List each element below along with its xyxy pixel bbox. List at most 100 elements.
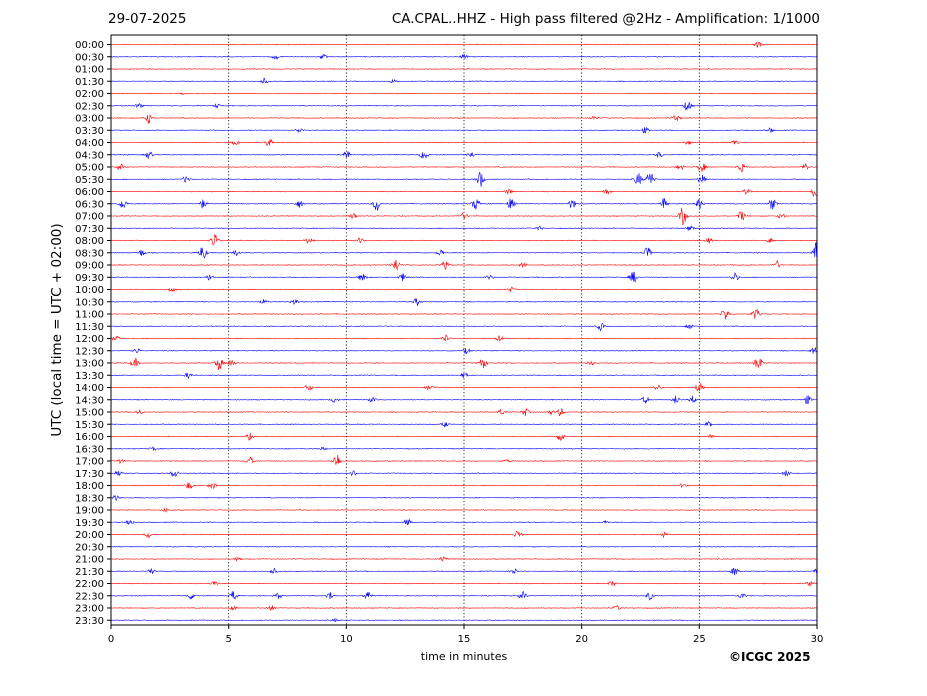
copyright-credit: ©ICGC 2025 [729,650,811,664]
y-tick-label: 18:30 [75,493,104,504]
plot-area [110,34,818,626]
y-tick-label: 15:00 [75,408,104,419]
y-tick-label: 09:30 [75,273,104,284]
y-tick-label: 11:00 [75,310,104,321]
trace-2300 [110,605,817,611]
x-tick-label: 0 [108,634,114,645]
trace-1430 [110,395,817,405]
trace-0700 [110,207,817,226]
y-tick-label: 08:00 [75,236,104,247]
trace-0430 [110,151,817,159]
x-tick-label: 25 [693,634,706,645]
trace-2330 [110,617,817,623]
trace-1600 [110,432,817,442]
y-tick-label: 14:00 [75,383,104,394]
trace-1530 [110,420,817,428]
trace-0600 [111,188,817,198]
trace-0300 [110,114,817,124]
y-tick-label: 00:30 [75,52,104,63]
trace-0200 [110,92,817,96]
y-tick-label: 12:30 [75,346,104,357]
y-tick-label: 02:00 [75,89,104,100]
trace-0130 [110,77,817,84]
chart-title: CA.CPAL..HHZ - High pass filtered @2Hz -… [391,11,820,27]
y-tick-label: 21:00 [75,555,104,566]
y-tick-label: 15:30 [75,420,104,431]
y-tick-label: 07:30 [75,224,104,235]
trace-1300 [110,357,817,371]
trace-2100 [110,556,817,562]
y-tick-label: 20:30 [75,542,104,553]
y-tick-label: 16:00 [75,432,104,443]
trace-1400 [110,383,817,392]
x-tick-label: 20 [575,634,588,645]
y-tick-label: 19:00 [75,506,104,517]
y-tick-label: 11:30 [75,322,104,333]
y-tick-label: 08:30 [75,248,104,259]
trace-1100 [110,308,817,320]
trace-0400 [110,138,817,147]
x-tick-label: 30 [811,634,824,645]
trace-1230 [110,347,817,355]
y-tick-label: 05:30 [75,175,104,186]
y-tick-label: 13:00 [75,359,104,370]
y-tick-label: 22:00 [75,579,104,590]
trace-1900 [110,508,817,513]
y-tick-label: 02:30 [75,101,104,112]
trace-1200 [110,334,817,342]
y-tick-label: 03:00 [75,114,104,125]
x-axis-ticks: 0 5 10 15 20 25 30 [108,625,824,645]
trace-1000 [110,286,817,293]
y-tick-label: 12:00 [75,334,104,345]
y-tick-label: 01:30 [75,77,104,88]
y-tick-label: 18:00 [75,481,104,492]
y-tick-label: 16:30 [75,444,104,455]
y-tick-label: 13:30 [75,371,104,382]
y-tick-label: 05:00 [75,163,104,174]
y-tick-label: 07:00 [75,212,104,223]
y-tick-label: 22:30 [75,591,104,602]
trace-1130 [110,322,817,332]
trace-2200 [110,580,817,588]
trace-0330 [110,127,817,134]
trace-1700 [110,454,817,465]
y-tick-label: 03:30 [75,126,104,137]
y-tick-label: 17:30 [75,469,104,480]
trace-1630 [110,445,817,452]
trace-1500 [110,407,817,417]
y-tick-label: 23:30 [75,616,104,627]
y-tick-label: 17:00 [75,457,104,468]
trace-0530 [110,171,817,187]
trace-0630 [110,198,817,211]
trace-1830 [110,494,817,501]
y-tick-label: 09:00 [75,261,104,272]
y-tick-label: 00:00 [75,40,104,51]
y-tick-label: 10:00 [75,285,104,296]
trace-0100 [110,68,817,70]
y-tick-label: 06:30 [75,199,104,210]
y-tick-label: 04:30 [75,150,104,161]
x-tick-label: 10 [340,634,353,645]
trace-0000 [110,41,817,48]
x-tick-label: 5 [225,634,231,645]
trace-2130 [110,567,817,576]
trace-1330 [110,372,817,380]
trace-2000 [110,530,817,539]
y-axis-label: UTC (local time = UTC + 02:00) [49,223,65,436]
y-tick-label: 01:00 [75,65,104,76]
trace-1730 [110,470,817,477]
y-tick-label: 04:00 [75,138,104,149]
trace-0500 [110,163,817,173]
trace-0900 [110,259,817,271]
y-tick-label: 19:30 [75,518,104,529]
trace-lines [110,41,817,623]
trace-0800 [110,234,817,246]
y-tick-label: 14:30 [75,395,104,406]
trace-0230 [110,102,817,111]
trace-1800 [110,482,817,489]
trace-0730 [110,224,817,231]
y-tick-label: 10:30 [75,297,104,308]
trace-0830 [110,241,817,259]
